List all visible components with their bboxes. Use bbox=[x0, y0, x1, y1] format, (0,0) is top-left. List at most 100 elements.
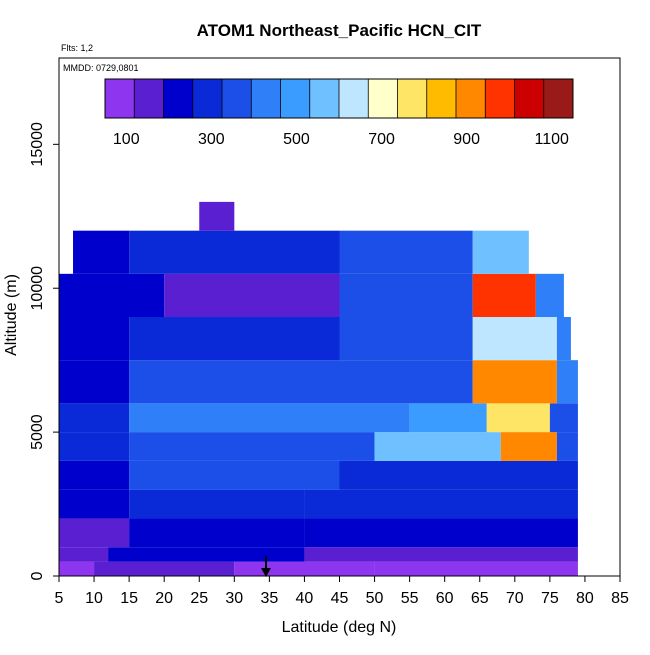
chart-title: ATOM1 Northeast_Pacific HCN_CIT bbox=[197, 21, 482, 40]
heatmap-cell bbox=[59, 403, 130, 433]
x-tick-label: 55 bbox=[401, 590, 419, 607]
heatmap-cell bbox=[129, 489, 305, 519]
x-tick-label: 80 bbox=[576, 590, 594, 607]
x-tick-label: 45 bbox=[331, 590, 349, 607]
colorbar-swatch bbox=[426, 79, 457, 118]
heatmap-cell bbox=[129, 230, 340, 274]
heatmap-cell bbox=[129, 403, 410, 433]
heatmap-cell bbox=[129, 360, 340, 404]
x-tick-label: 30 bbox=[225, 590, 243, 607]
colorbar-swatch bbox=[251, 79, 281, 118]
y-axis-label: Altitude (m) bbox=[3, 274, 20, 356]
colorbar-swatch bbox=[134, 79, 164, 118]
heatmap-cell bbox=[374, 561, 578, 576]
colorbar-swatch bbox=[397, 79, 428, 118]
heatmap-cell bbox=[59, 547, 109, 562]
y-tick-label: 5000 bbox=[29, 414, 46, 450]
heatmap-cell bbox=[339, 273, 473, 317]
colorbar-tick-label: 1100 bbox=[535, 131, 570, 148]
colorbar-tick-label: 500 bbox=[283, 131, 310, 148]
y-axis: 0 5000 10000 15000 bbox=[29, 122, 59, 580]
heatmap-cell bbox=[549, 403, 578, 433]
x-tick-label: 65 bbox=[471, 590, 489, 607]
heatmap-cell bbox=[409, 403, 487, 433]
heatmap-cell bbox=[556, 432, 578, 461]
heatmap-cell bbox=[339, 360, 473, 404]
heatmap-cell bbox=[500, 432, 557, 461]
heatmap-cell bbox=[129, 518, 305, 548]
heatmap-cell bbox=[59, 432, 130, 461]
x-tick-label: 10 bbox=[85, 590, 103, 607]
colorbar-swatch bbox=[368, 79, 398, 118]
x-tick-label: 75 bbox=[541, 590, 559, 607]
colorbar-swatch bbox=[543, 79, 574, 118]
colorbar-swatch bbox=[309, 79, 340, 118]
latitude-marker-arrow bbox=[261, 556, 271, 577]
colorbar-swatch bbox=[514, 79, 545, 118]
y-tick-label: 15000 bbox=[29, 122, 46, 167]
colorbar-tick-label: 300 bbox=[198, 131, 225, 148]
heatmap-cell bbox=[304, 489, 578, 519]
heatmap-cell bbox=[304, 518, 578, 548]
heatmap-cell bbox=[339, 317, 473, 361]
x-tick-label: 25 bbox=[190, 590, 208, 607]
colorbar-tick-label: 700 bbox=[368, 131, 395, 148]
x-tick-label: 5 bbox=[55, 590, 64, 607]
colorbar-swatch bbox=[339, 79, 369, 118]
heatmap-cell bbox=[59, 317, 130, 361]
x-tick-label: 35 bbox=[260, 590, 278, 607]
y-tick-label: 10000 bbox=[29, 266, 46, 311]
colorbar-swatch bbox=[105, 79, 135, 118]
colorbar-swatch bbox=[280, 79, 311, 118]
heatmap-cell bbox=[535, 273, 564, 317]
heatmap-cell bbox=[59, 518, 130, 548]
heatmap-cell bbox=[304, 547, 578, 562]
heatmap-cell bbox=[339, 230, 473, 274]
x-tick-label: 40 bbox=[296, 590, 314, 607]
heatmap-cell bbox=[59, 460, 130, 490]
x-tick-label: 70 bbox=[506, 590, 524, 607]
heatmap-cell bbox=[164, 273, 340, 317]
colorbar-tick-label: 900 bbox=[453, 131, 480, 148]
heatmap-cell bbox=[199, 201, 235, 231]
colorbar-tick-label: 100 bbox=[113, 131, 140, 148]
heatmap-cell bbox=[472, 273, 536, 317]
colorbar-swatch bbox=[163, 79, 194, 118]
colorbar-swatch bbox=[222, 79, 252, 118]
heatmap-cell bbox=[556, 360, 578, 404]
heatmap-cell bbox=[486, 403, 550, 433]
x-axis-label: Latitude (deg N) bbox=[282, 619, 397, 636]
colorbar-swatch bbox=[485, 79, 515, 118]
x-tick-label: 85 bbox=[611, 590, 629, 607]
x-axis: 5 10 15 20 25 30 35 40 45 50 55 60 65 70 75 80 85 bbox=[55, 576, 629, 607]
colorbar-swatch bbox=[456, 79, 486, 118]
colorbar-frame bbox=[104, 78, 574, 119]
heatmap-cell bbox=[374, 432, 501, 461]
colorbar-swatch bbox=[192, 79, 223, 118]
heatmap-cell bbox=[129, 432, 375, 461]
heatmap-cell bbox=[556, 317, 571, 361]
heatmap-cell bbox=[234, 561, 375, 576]
x-tick-label: 15 bbox=[120, 590, 138, 607]
heatmap-cell bbox=[59, 561, 95, 576]
x-tick-label: 20 bbox=[155, 590, 173, 607]
flights-label: Flts: 1,2 bbox=[61, 43, 93, 53]
heatmap-cells bbox=[59, 201, 578, 576]
heatmap-cell bbox=[472, 317, 557, 361]
dates-label: MMDD: 0729,0801 bbox=[63, 63, 139, 73]
y-tick-label: 0 bbox=[29, 571, 46, 580]
heatmap-cell bbox=[472, 230, 529, 274]
heatmap-cell bbox=[59, 273, 165, 317]
heatmap-cell bbox=[59, 360, 130, 404]
heatmap-cell bbox=[73, 230, 130, 274]
x-tick-label: 60 bbox=[436, 590, 454, 607]
heatmap-cell bbox=[108, 547, 305, 562]
heatmap-cell bbox=[129, 460, 340, 490]
colorbar: 100 300 500 700 900 1100 bbox=[104, 78, 574, 148]
heatmap-cell bbox=[129, 317, 340, 361]
heatmap-cell bbox=[94, 561, 235, 576]
heatmap-cell bbox=[339, 460, 578, 490]
heatmap-cell bbox=[59, 489, 130, 519]
